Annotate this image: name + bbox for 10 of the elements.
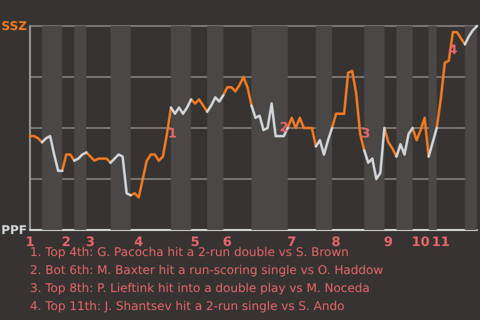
annotation: 3: [361, 126, 370, 142]
text: 4. Top 11th: J. Shantsev hit a 2-run single vs S. Ando: [30, 299, 344, 313]
annotation: 1: [168, 126, 177, 142]
text: 2. Bot 6th: M. Baxter hit a run-scoring single vs O. Haddow: [30, 263, 384, 277]
x-tick-label: 9: [384, 235, 393, 250]
text: PPF: [1, 223, 27, 237]
text: 3. Top 8th: P. Lieftink hit into a double play vs M. Noceda: [30, 281, 370, 295]
text: SSZ: [2, 19, 28, 33]
x-tick-label: 10: [412, 235, 430, 250]
x-tick-label: 11: [432, 235, 450, 250]
